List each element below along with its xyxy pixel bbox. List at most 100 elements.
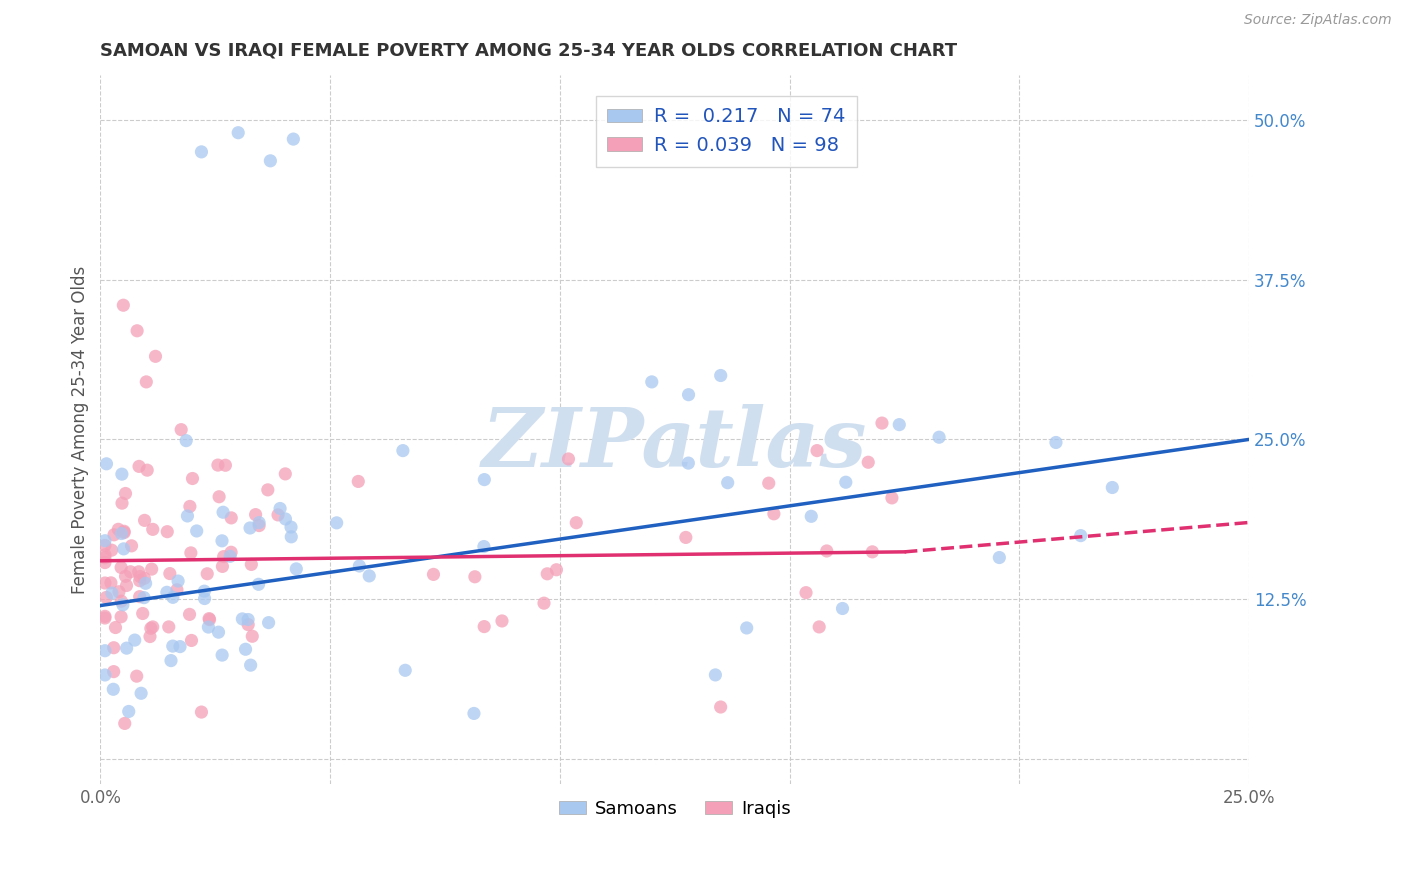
Point xyxy=(835,475,858,490)
Point xyxy=(128,459,150,474)
Point xyxy=(134,571,156,585)
Point xyxy=(128,565,150,579)
Point xyxy=(194,591,217,606)
Point xyxy=(96,457,118,471)
Point xyxy=(179,500,201,514)
Point xyxy=(174,434,197,448)
Point xyxy=(800,509,823,524)
Point xyxy=(274,512,297,526)
Point xyxy=(103,640,125,655)
Point xyxy=(219,549,242,564)
Point xyxy=(112,541,135,556)
Point xyxy=(107,522,129,536)
Point xyxy=(794,585,817,599)
Point xyxy=(283,132,305,146)
Point xyxy=(247,518,270,533)
Point xyxy=(110,560,132,574)
Point xyxy=(157,620,180,634)
Point xyxy=(170,423,193,437)
Point xyxy=(112,525,135,540)
Point xyxy=(181,471,204,485)
Point xyxy=(134,513,156,527)
Point xyxy=(491,614,513,628)
Point xyxy=(557,452,579,467)
Point xyxy=(115,641,138,656)
Legend: Samoans, Iraqis: Samoans, Iraqis xyxy=(551,793,799,825)
Point xyxy=(267,508,290,522)
Point xyxy=(889,417,911,432)
Point xyxy=(179,607,201,622)
Point xyxy=(159,566,181,581)
Point xyxy=(211,648,233,662)
Point xyxy=(880,491,903,505)
Point xyxy=(219,511,242,525)
Point xyxy=(197,620,219,634)
Point xyxy=(136,463,159,477)
Point xyxy=(141,562,163,576)
Point xyxy=(101,586,124,600)
Point xyxy=(860,545,883,559)
Point xyxy=(675,530,697,544)
Point xyxy=(142,620,165,634)
Point xyxy=(236,613,259,627)
Point xyxy=(394,663,416,677)
Point xyxy=(145,349,167,363)
Point xyxy=(94,576,117,591)
Point xyxy=(169,640,191,654)
Point xyxy=(198,612,221,626)
Point xyxy=(256,483,278,497)
Point xyxy=(269,501,291,516)
Point xyxy=(180,633,202,648)
Point xyxy=(285,562,308,576)
Point xyxy=(536,566,558,581)
Point xyxy=(240,629,263,643)
Point xyxy=(240,558,263,572)
Point xyxy=(678,387,700,401)
Point xyxy=(160,654,183,668)
Point xyxy=(111,496,134,510)
Point xyxy=(112,524,135,539)
Point xyxy=(533,596,555,610)
Point xyxy=(108,584,131,599)
Point xyxy=(111,598,134,612)
Point xyxy=(274,467,297,481)
Point xyxy=(762,507,785,521)
Point xyxy=(214,458,236,473)
Point xyxy=(678,456,700,470)
Point xyxy=(858,455,880,469)
Point xyxy=(347,475,370,489)
Point xyxy=(176,508,198,523)
Point xyxy=(565,516,588,530)
Point xyxy=(156,585,179,599)
Point xyxy=(349,559,371,574)
Point xyxy=(94,539,117,553)
Point xyxy=(118,705,141,719)
Point xyxy=(212,505,235,519)
Point xyxy=(103,665,125,679)
Point xyxy=(100,575,122,590)
Point xyxy=(121,539,143,553)
Point xyxy=(129,569,152,583)
Point xyxy=(758,476,780,491)
Point xyxy=(186,524,208,538)
Point xyxy=(247,577,270,591)
Point xyxy=(546,563,568,577)
Point xyxy=(257,615,280,630)
Point xyxy=(1045,435,1067,450)
Point xyxy=(103,528,125,542)
Point xyxy=(472,473,495,487)
Point xyxy=(104,621,127,635)
Point xyxy=(128,574,150,588)
Point xyxy=(166,582,188,597)
Point xyxy=(162,639,184,653)
Point xyxy=(132,591,155,605)
Point xyxy=(94,668,117,682)
Point xyxy=(198,613,221,627)
Point xyxy=(162,591,184,605)
Point xyxy=(124,633,146,648)
Point xyxy=(211,559,233,574)
Point xyxy=(710,368,733,383)
Point xyxy=(207,625,229,640)
Point xyxy=(806,443,828,458)
Point xyxy=(94,609,117,624)
